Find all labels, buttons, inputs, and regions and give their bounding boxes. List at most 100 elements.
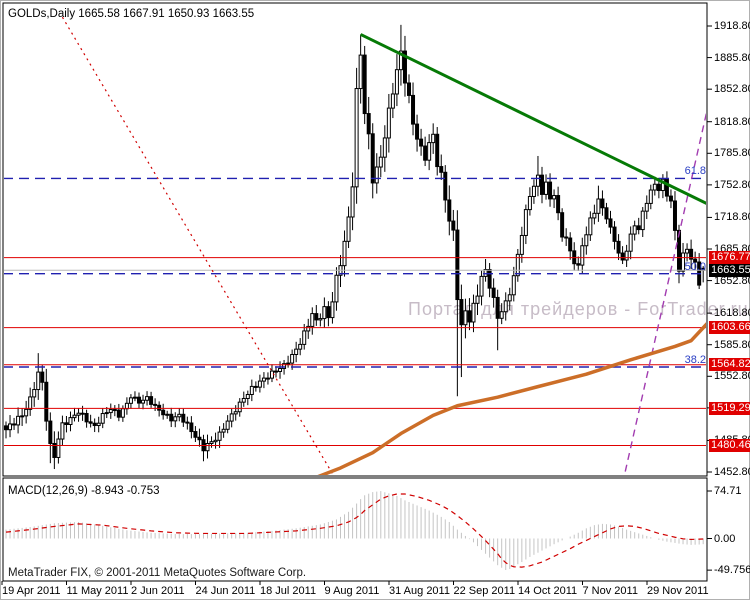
price-axis-tick-label: 1785.80 <box>714 147 750 160</box>
candle-body <box>672 200 677 231</box>
candle-body <box>20 415 25 418</box>
candle-body <box>427 142 432 161</box>
candle-body <box>24 408 29 417</box>
symbol-ohlc-title: GOLDs,Daily 1665.58 1667.91 1650.93 1663… <box>8 8 255 20</box>
date-axis-label: 9 Aug 2011 <box>324 585 380 597</box>
candle-body <box>596 198 601 214</box>
candle-body <box>40 371 45 383</box>
candle-body <box>76 412 81 416</box>
date-axis-label: 24 Jun 2011 <box>195 585 256 597</box>
candle-body <box>423 145 428 161</box>
candle-body <box>249 385 254 396</box>
price-axis-tick-label: 1552.80 <box>714 370 750 383</box>
candle-body <box>402 50 407 84</box>
candle-body <box>342 240 347 267</box>
main-chart-border <box>2 2 708 477</box>
candle-body <box>64 422 69 426</box>
price-level-flag: 1564.82 <box>709 358 750 372</box>
macd-axis-tick-label: 0.00 <box>714 532 736 545</box>
candle-body <box>205 442 210 452</box>
candle-body <box>677 229 682 272</box>
candle-body <box>56 438 61 458</box>
candle-body <box>386 107 391 139</box>
candle-body <box>620 252 625 261</box>
candle-body <box>681 252 686 272</box>
candle-body <box>72 414 77 419</box>
macd-signal-line <box>5 493 704 568</box>
candle-body <box>334 274 339 303</box>
candle-body <box>48 420 53 444</box>
candle-body <box>32 389 37 398</box>
candle-body <box>564 236 569 239</box>
candle-body <box>362 54 367 115</box>
candle-body <box>584 234 589 247</box>
macd-axis-tick-label: -49.756 <box>714 564 750 577</box>
candle-body <box>455 229 460 301</box>
candle-body <box>286 362 291 365</box>
candle-body <box>16 415 21 426</box>
candle-body <box>390 93 395 109</box>
candle-body <box>197 436 202 441</box>
candle-body <box>415 123 420 140</box>
candle-body <box>463 310 468 326</box>
candle-body <box>511 275 516 296</box>
candle-body <box>439 166 444 173</box>
candle-body <box>411 94 416 125</box>
candle-body <box>644 202 649 212</box>
price-axis-tick-label: 1452.80 <box>714 466 750 478</box>
candle-body <box>189 422 194 433</box>
candle-body <box>261 377 266 382</box>
candle-body <box>233 411 238 415</box>
candle-body <box>84 412 89 423</box>
candle-body <box>612 226 617 242</box>
candle-body <box>60 422 65 440</box>
candle-body <box>479 275 484 297</box>
candle-body <box>624 250 629 261</box>
candle-body <box>112 409 117 412</box>
candle-body <box>431 133 436 144</box>
candle-body <box>552 195 557 200</box>
candle-body <box>398 50 403 71</box>
candle-body <box>52 442 57 458</box>
price-axis-tick-label: 1918.80 <box>714 20 750 32</box>
candle-body <box>366 113 371 135</box>
candle-body <box>447 199 452 222</box>
purple-dashed-trendline <box>623 111 706 475</box>
fibonacci-level-label: 50.0 <box>684 260 706 273</box>
price-axis-tick-label: 1718.80 <box>714 211 750 224</box>
candle-body <box>588 217 593 236</box>
candle-body <box>660 178 665 192</box>
candle-body <box>314 313 319 321</box>
candle-body <box>491 287 496 298</box>
green-descending-trendline <box>359 33 706 205</box>
candle-body <box>519 234 524 255</box>
candle-body <box>693 258 698 263</box>
macd-panel-area[interactable] <box>5 491 704 570</box>
candle-body <box>12 423 17 426</box>
candle-body <box>467 310 472 323</box>
candle-body <box>225 420 230 430</box>
date-axis-label: 11 May 2011 <box>66 585 129 597</box>
candle-body <box>648 189 653 204</box>
moving-average-line <box>317 322 706 475</box>
price-axis-tick-label: 1852.80 <box>714 83 750 96</box>
candle-body <box>394 69 399 95</box>
candle-body <box>685 248 690 254</box>
candle-body <box>173 416 178 422</box>
candle-body <box>419 138 424 147</box>
candle-body <box>350 186 355 218</box>
candle-body <box>221 428 226 433</box>
main-chart-area[interactable] <box>3 16 711 483</box>
candle-body <box>209 441 214 444</box>
candle-body <box>128 397 133 404</box>
date-axis-label: 7 Nov 2011 <box>582 585 638 597</box>
candle-body <box>28 396 33 410</box>
candle-body <box>4 425 8 431</box>
candle-body <box>169 413 174 422</box>
price-level-flag: 1603.66 <box>709 321 750 335</box>
candle-body <box>487 269 492 289</box>
candle-body <box>141 399 146 404</box>
bid-price-flag: 1663.55 <box>709 263 750 277</box>
